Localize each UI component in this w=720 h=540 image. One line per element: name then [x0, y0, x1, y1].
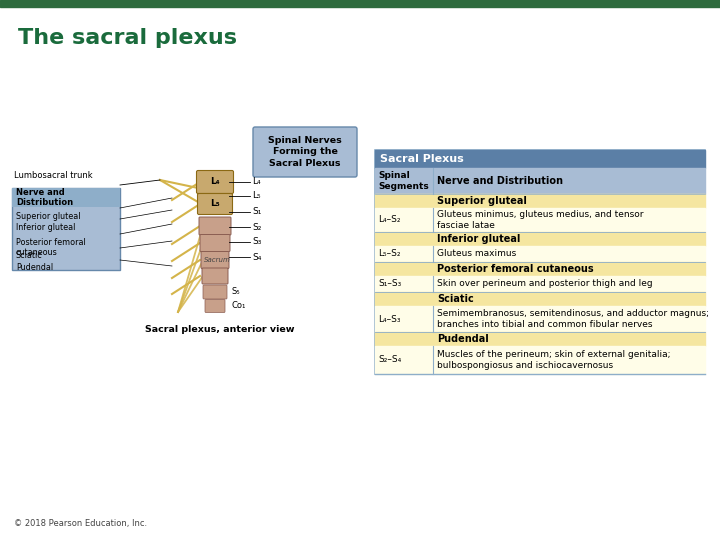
Bar	[375, 332, 705, 346]
Bar	[375, 232, 705, 246]
Text: Inferior gluteal: Inferior gluteal	[16, 223, 76, 232]
Text: S₃: S₃	[252, 238, 261, 246]
FancyBboxPatch shape	[197, 193, 233, 214]
Text: Sacral Plexus: Sacral Plexus	[380, 154, 464, 164]
Text: L₅: L₅	[210, 199, 220, 208]
Text: L₄–S₃: L₄–S₃	[378, 314, 400, 323]
Bar	[375, 262, 705, 276]
Text: Gluteus maximus: Gluteus maximus	[437, 249, 516, 259]
Bar	[375, 208, 705, 232]
Text: Sciatic: Sciatic	[437, 294, 474, 304]
Bar	[375, 168, 705, 194]
Bar	[0, 0, 720, 7]
Text: Sacral plexus, anterior view: Sacral plexus, anterior view	[145, 325, 294, 334]
Text: Sciatic: Sciatic	[16, 251, 42, 260]
Text: Posterior femoral
cutaneous: Posterior femoral cutaneous	[16, 238, 86, 256]
Text: Co₁: Co₁	[231, 301, 246, 310]
Bar	[375, 194, 705, 208]
Text: Spinal
Segments: Spinal Segments	[378, 171, 428, 191]
Text: S₄: S₄	[252, 253, 261, 261]
Text: L₄–S₂: L₄–S₂	[378, 215, 400, 225]
Text: Nerve and Distribution: Nerve and Distribution	[437, 176, 563, 186]
Text: © 2018 Pearson Education, Inc.: © 2018 Pearson Education, Inc.	[14, 519, 147, 528]
Text: Sacrum: Sacrum	[204, 257, 230, 263]
FancyBboxPatch shape	[199, 217, 231, 235]
Text: Inferior gluteal: Inferior gluteal	[437, 234, 521, 244]
Text: L₅–S₂: L₅–S₂	[378, 249, 400, 259]
Text: Nerve and
Distribution: Nerve and Distribution	[16, 188, 73, 207]
Bar	[12, 188, 120, 270]
Text: L₅: L₅	[252, 192, 261, 200]
Text: Superior gluteal: Superior gluteal	[16, 212, 81, 221]
Text: Semimembranosus, semitendinosus, and adductor magnus;
branches into tibial and c: Semimembranosus, semitendinosus, and add…	[437, 309, 709, 329]
Bar	[375, 292, 705, 306]
Text: Pudendal: Pudendal	[16, 263, 53, 272]
Text: L₄: L₄	[252, 178, 261, 186]
Text: S₅: S₅	[231, 287, 240, 296]
Bar	[375, 276, 705, 292]
Text: Muscles of the perineum; skin of external genitalia;
bulbospongiosus and ischioc: Muscles of the perineum; skin of externa…	[437, 350, 670, 370]
FancyBboxPatch shape	[205, 300, 225, 313]
FancyBboxPatch shape	[200, 234, 230, 252]
FancyBboxPatch shape	[202, 268, 228, 284]
Text: S₁–S₃: S₁–S₃	[378, 280, 401, 288]
Text: Pudendal: Pudendal	[437, 334, 489, 344]
Bar	[375, 346, 705, 374]
FancyBboxPatch shape	[203, 285, 227, 299]
Text: L₄: L₄	[210, 178, 220, 186]
FancyBboxPatch shape	[197, 171, 233, 193]
Text: S₂–S₄: S₂–S₄	[378, 355, 401, 364]
Text: The sacral plexus: The sacral plexus	[18, 28, 237, 48]
Text: S₂: S₂	[252, 222, 261, 232]
Text: Skin over perineum and posterior thigh and leg: Skin over perineum and posterior thigh a…	[437, 280, 652, 288]
Bar	[375, 246, 705, 262]
Text: Spinal Nerves
Forming the
Sacral Plexus: Spinal Nerves Forming the Sacral Plexus	[268, 136, 342, 168]
FancyBboxPatch shape	[201, 252, 229, 268]
Bar	[375, 150, 705, 168]
Bar	[375, 306, 705, 332]
Text: Lumbosacral trunk: Lumbosacral trunk	[14, 171, 93, 180]
Text: Superior gluteal: Superior gluteal	[437, 196, 527, 206]
Bar	[375, 150, 705, 374]
FancyBboxPatch shape	[253, 127, 357, 177]
Text: S₁: S₁	[252, 207, 261, 217]
Text: Gluteus minimus, gluteus medius, and tensor
fasciae latae: Gluteus minimus, gluteus medius, and ten…	[437, 210, 644, 230]
Text: Posterior femoral cutaneous: Posterior femoral cutaneous	[437, 264, 593, 274]
Bar	[12, 188, 120, 207]
